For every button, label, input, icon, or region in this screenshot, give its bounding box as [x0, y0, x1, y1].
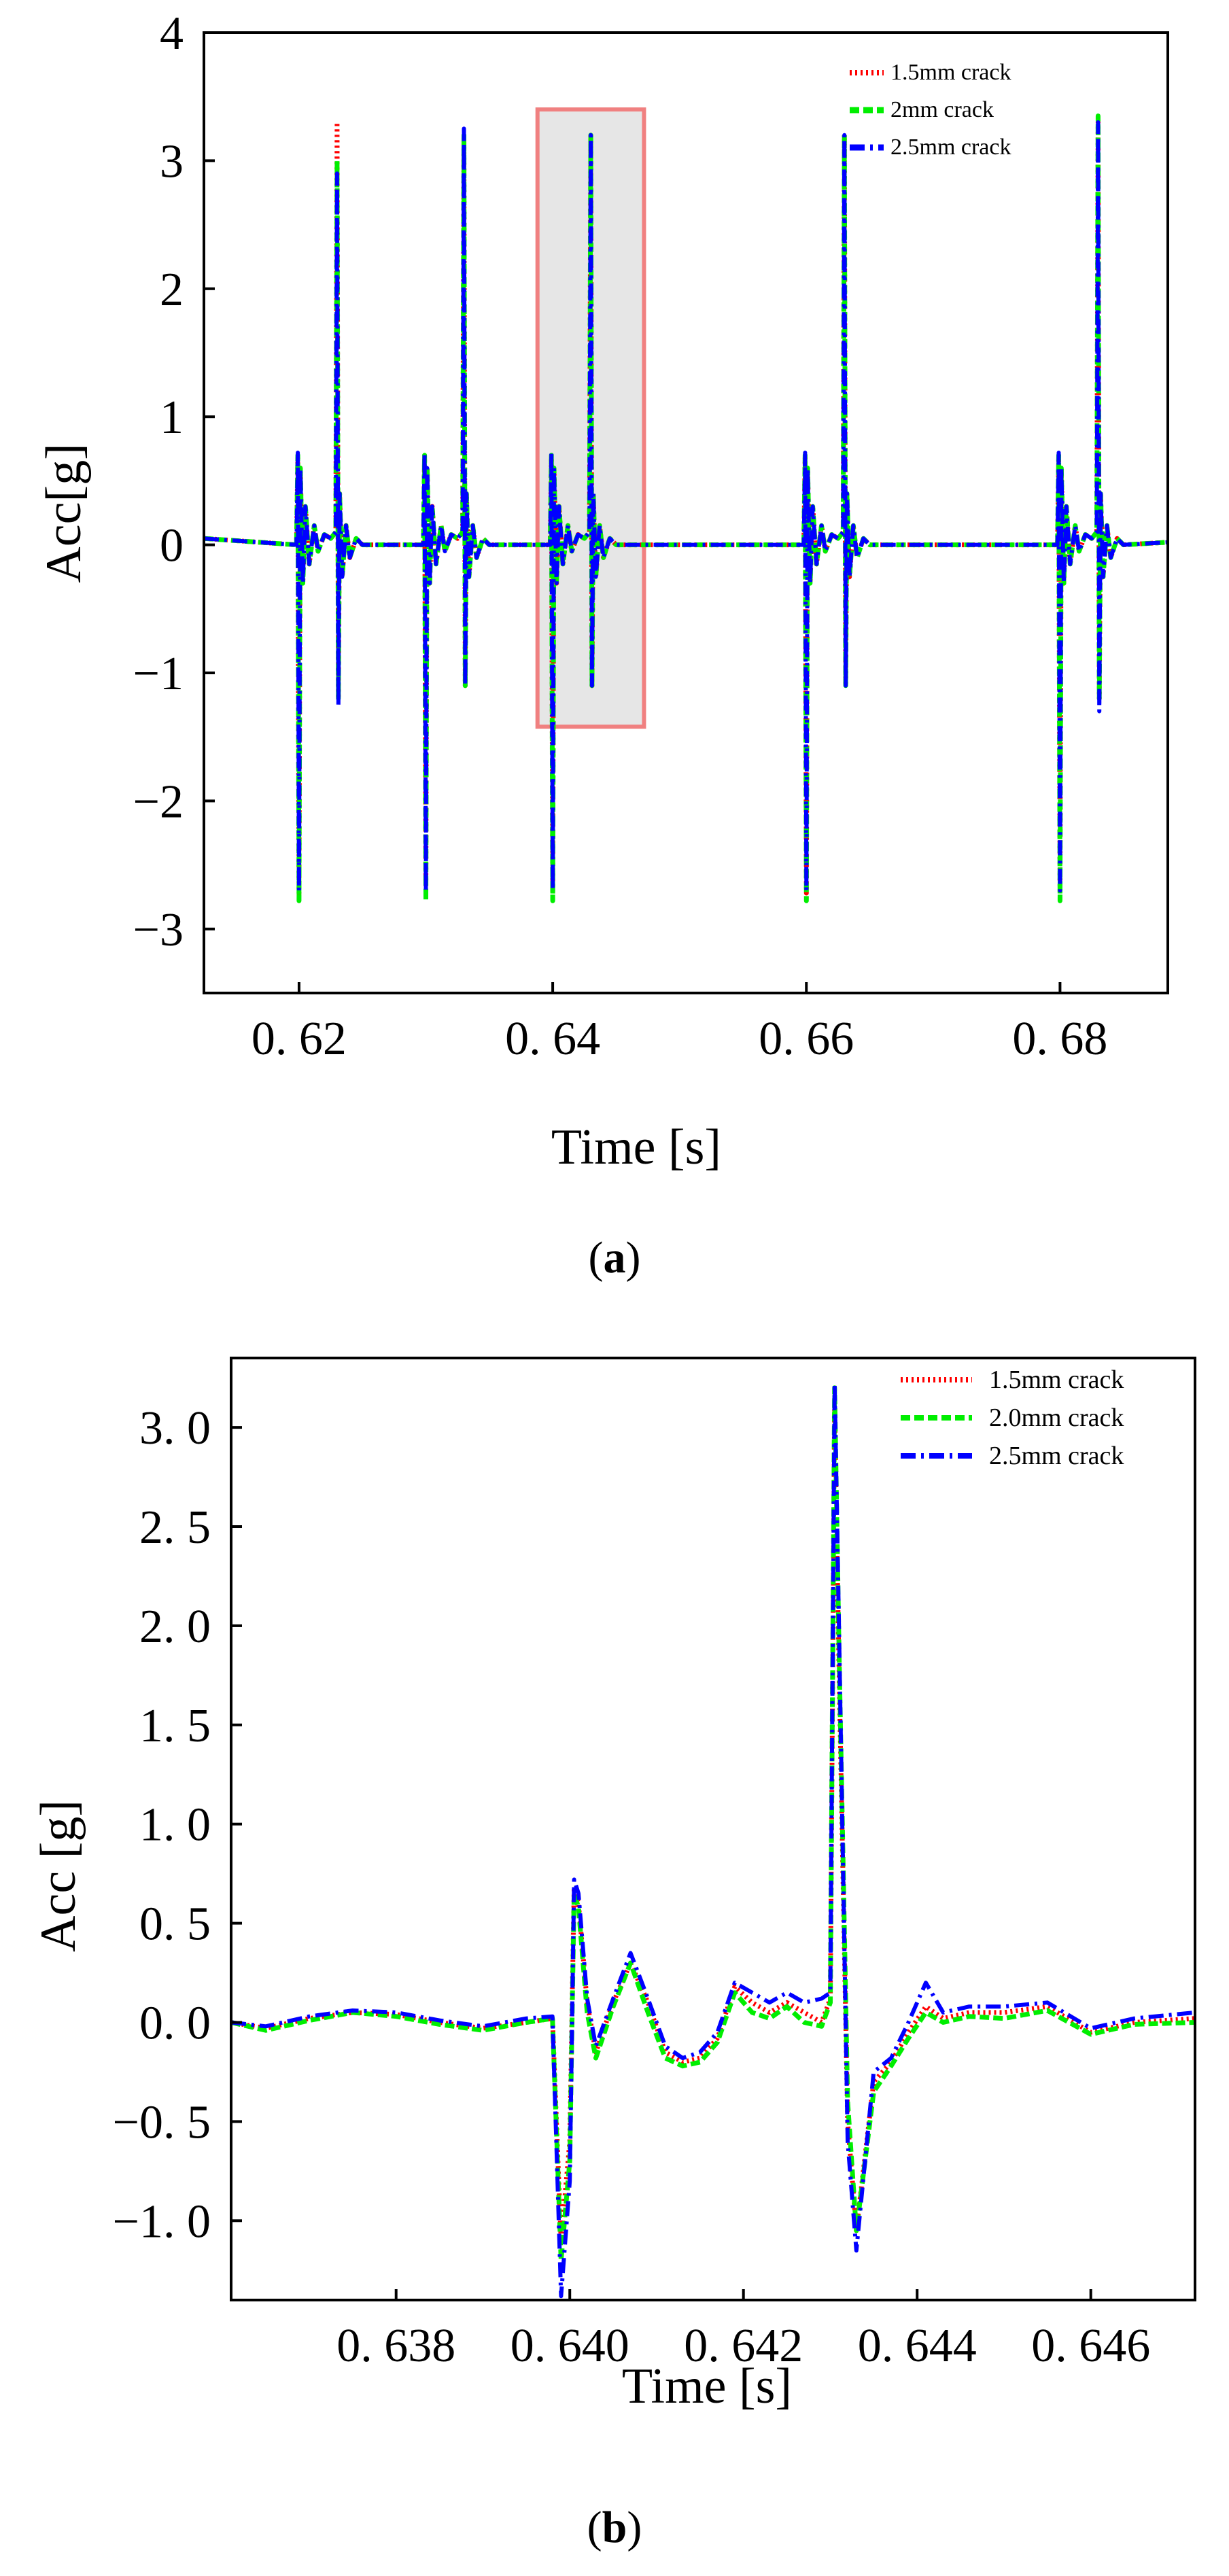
panel-a-legend-label-2: 2mm crack: [890, 97, 994, 122]
b-y-tick-label: 0. 0: [139, 1997, 211, 2049]
panel-a-plot-frame: [203, 31, 1169, 994]
panel-a-series-group: [203, 114, 1169, 903]
panel-a: −3 −2 −1 0 1 2 3 4 0. 62 0. 64 0. 66 0. 68 Time [s…: [36, 7, 1169, 1283]
panel-a-y-axis-title: Acc[g]: [36, 443, 92, 582]
panel-b-legend-label-1: 1.5mm crack: [989, 1365, 1124, 1394]
b-y-tick-label: −1. 0: [113, 2195, 211, 2248]
panel-b-x-ticks: 0. 638 0. 640 0. 642 0. 644 0. 646: [336, 2289, 1150, 2372]
a-x-tick-label: 0. 64: [505, 1013, 600, 1065]
panel-b-legend: 1.5mm crack 2.0mm crack 2.5mm crack: [901, 1365, 1124, 1470]
panel-b-series-group: [230, 1381, 1196, 2299]
a-y-tick-label: 1: [160, 391, 184, 444]
a-y-tick-label: −1: [133, 648, 184, 700]
panel-a-caption-letter: a: [604, 1233, 626, 1283]
panel-b: −1. 0 −0. 5 0. 0 0. 5 1. 0 1. 5 2. 0 2. 5 3. 0 0…: [31, 1357, 1196, 2552]
a-y-tick-label: 2: [160, 264, 184, 316]
b-y-tick-label: 2. 0: [139, 1601, 211, 1653]
panel-b-y-ticks: −1. 0 −0. 5 0. 0 0. 5 1. 0 1. 5 2. 0 2. 5 3. 0: [113, 1402, 242, 2248]
a-x-tick-label: 0. 68: [1012, 1013, 1107, 1065]
panel-a-x-ticks: 0. 62 0. 64 0. 66 0. 68: [252, 982, 1107, 1065]
b-x-tick-label: 0. 646: [1031, 2320, 1150, 2372]
panel-a-legend-label-3: 2.5mm crack: [890, 135, 1011, 160]
panel-a-y-ticks: −3 −2 −1 0 1 2 3 4: [133, 7, 215, 956]
panel-b-legend-label-2: 2.0mm crack: [989, 1404, 1124, 1432]
a-y-tick-label: −3: [133, 904, 184, 956]
panel-b-caption-letter: b: [602, 2503, 627, 2552]
panel-a-legend: 1.5mm crack 2mm crack 2.5mm crack: [850, 60, 1011, 160]
panel-b-y-axis-title: Acc [g]: [31, 1800, 86, 1952]
a-y-tick-label: 4: [160, 7, 184, 60]
b-x-tick-label: 0. 644: [858, 2320, 977, 2372]
panel-b-legend-label-3: 2.5mm crack: [989, 1442, 1124, 1470]
b-y-tick-label: 1. 0: [139, 1799, 211, 1851]
b-x-tick-label: 0. 640: [510, 2320, 629, 2372]
b-y-tick-label: 3. 0: [139, 1402, 211, 1455]
panel-a-x-axis-title: Time [s]: [551, 1119, 721, 1175]
panel-a-caption: (a): [589, 1233, 641, 1283]
a-series-line-3: [203, 120, 1169, 893]
b-y-tick-label: 1. 5: [139, 1700, 211, 1752]
a-x-tick-label: 0. 62: [252, 1013, 347, 1065]
panel-b-x-axis-title: Time [s]: [622, 2359, 792, 2414]
a-y-tick-label: 3: [160, 135, 184, 188]
b-series-line-3: [230, 1381, 1196, 2299]
b-series-line-1: [230, 1405, 1196, 2243]
b-x-tick-label: 0. 638: [336, 2320, 455, 2372]
b-series-line-2: [230, 1385, 1196, 2263]
panel-a-legend-label-1: 1.5mm crack: [890, 60, 1011, 85]
a-series-line-2: [203, 114, 1169, 903]
panel-b-plot-frame: [230, 1357, 1196, 2301]
b-y-tick-label: 0. 5: [139, 1898, 211, 1951]
b-y-tick-label: 2. 5: [139, 1501, 211, 1554]
panel-b-caption: (b): [587, 2503, 642, 2552]
a-x-tick-label: 0. 66: [759, 1013, 854, 1065]
a-series-line-1: [203, 120, 1169, 896]
b-x-tick-label: 0. 642: [684, 2320, 803, 2372]
a-y-tick-label: 0: [160, 520, 184, 572]
a-y-tick-label: −2: [133, 776, 184, 828]
b-y-tick-label: −0. 5: [113, 2096, 211, 2148]
